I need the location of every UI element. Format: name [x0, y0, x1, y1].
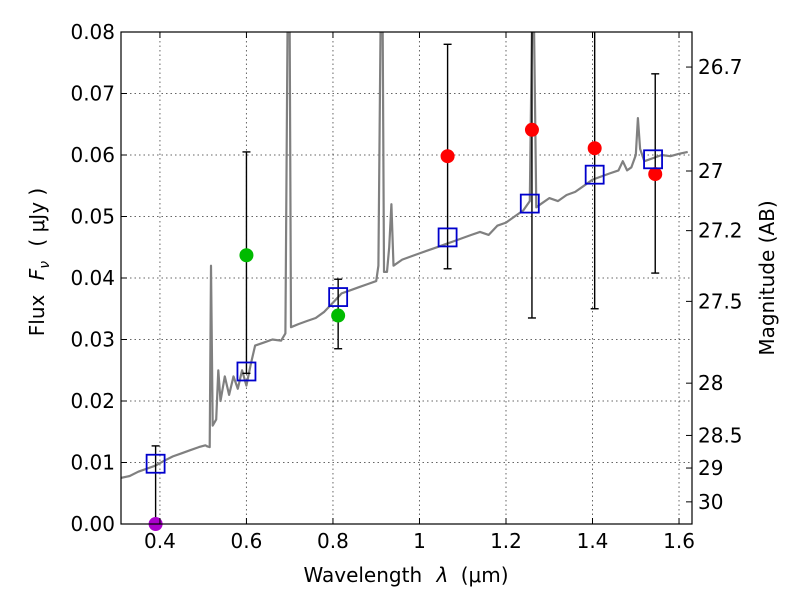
right-tick-label: 27.5 [698, 289, 743, 313]
x-axis-label-symbol: λ [436, 563, 449, 587]
x-axis-label-unit: (μm) [461, 563, 509, 587]
right-axis-label: Magnitude (AB) [755, 200, 779, 355]
x-tick-label: 1 [413, 529, 426, 553]
x-axis-label: Wavelength λ (μm) [303, 563, 508, 587]
spectrum-line [121, 32, 688, 479]
x-tick-label: 1.2 [490, 529, 522, 553]
y-axis-label-text: Flux [25, 294, 49, 336]
grid [121, 31, 692, 525]
observed-point [648, 167, 663, 182]
x-tick-label: 1.6 [663, 529, 695, 553]
ticks: 0.4 0.6 0.8 1 1.2 1.4 1.6 0.00 0.01 0.02 0.03 0.04 0… [70, 20, 742, 553]
model-photometry-point [519, 193, 540, 214]
y-tick-label: 0.05 [70, 205, 115, 229]
x-axis-label-text: Wavelength [303, 563, 422, 587]
y-tick-label: 0.06 [70, 143, 115, 167]
right-tick-label: 26.7 [698, 55, 743, 79]
right-tick-label: 27 [698, 159, 723, 183]
y-tick-label: 0.01 [70, 451, 115, 475]
right-tick-label: 28.5 [698, 423, 743, 447]
right-tick-label: 27.2 [698, 219, 743, 243]
right-tick-label: 28 [698, 371, 723, 395]
model-photometry-point [328, 287, 349, 307]
y-tick-label: 0.03 [70, 328, 115, 352]
observed-point [239, 248, 254, 263]
model-photometry-point [437, 227, 458, 248]
observed-point [524, 122, 539, 137]
model-photometry-point [145, 453, 166, 474]
right-tick-label: 29 [698, 456, 723, 480]
observed-point [587, 141, 602, 156]
observed-point [440, 149, 455, 164]
y-axis-label-subscript: ν [37, 261, 53, 269]
spectrum-layer [121, 32, 688, 479]
x-tick-label: 1.4 [577, 529, 609, 553]
y-tick-label: 0.00 [70, 512, 115, 536]
y-tick-label: 0.07 [70, 82, 115, 106]
y-axis-label-unit: ( μJy ) [25, 188, 49, 247]
y-axis-label-symbol: F [25, 268, 49, 280]
y-tick-label: 0.08 [70, 20, 115, 44]
x-tick-label: 0.8 [317, 529, 349, 553]
error-bars [151, 32, 660, 525]
x-tick-label: 0.6 [231, 529, 263, 553]
model-photometry-point [236, 361, 257, 382]
x-tick-label: 0.4 [144, 529, 176, 553]
model-photometry-point [643, 149, 663, 170]
y-axis-label: Flux Fν ( μJy ) [25, 188, 54, 336]
right-tick-label: 30 [698, 490, 723, 514]
model-photometry-point [584, 164, 605, 185]
observed-point [331, 308, 346, 323]
data-points [145, 122, 663, 531]
y-tick-label: 0.02 [70, 389, 115, 413]
y-tick-label: 0.04 [70, 266, 115, 290]
